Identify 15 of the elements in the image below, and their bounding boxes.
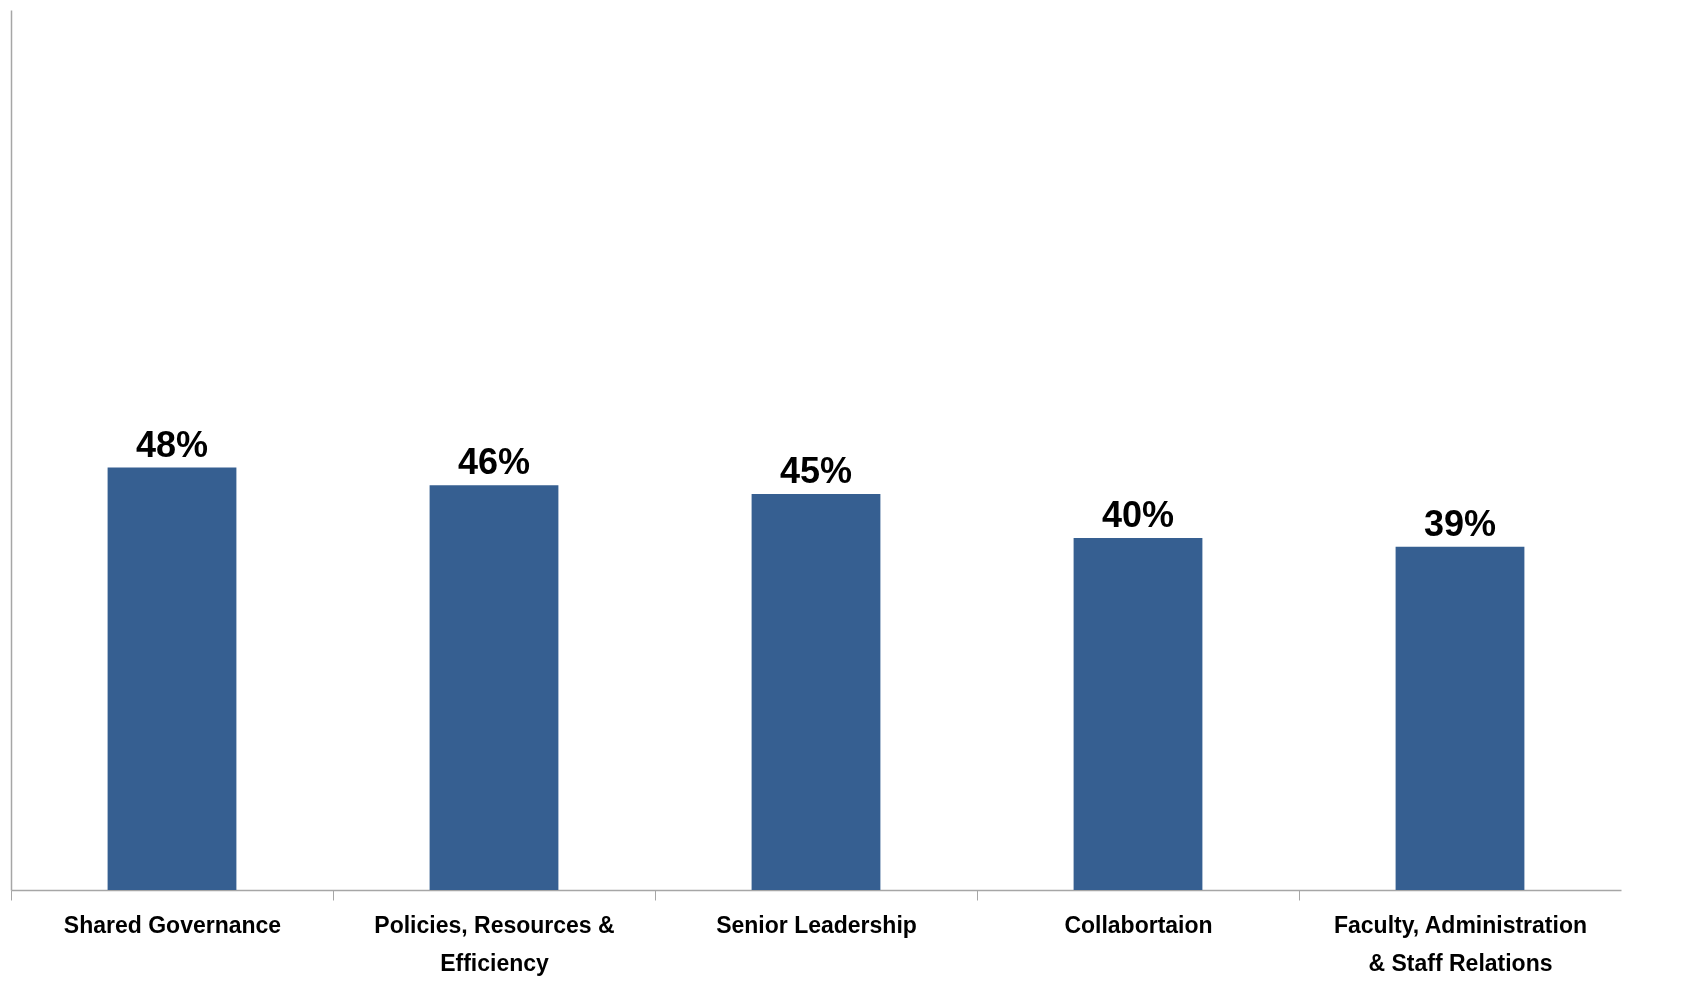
- data-label: 48%: [135, 423, 209, 465]
- data-label: 46%: [457, 441, 531, 483]
- x-tick-label: Shared Governance: [63, 911, 282, 938]
- data-label: 45%: [779, 450, 853, 491]
- x-tick-label: Policies, Resources & Efficiency: [374, 911, 615, 976]
- bar: [429, 485, 559, 890]
- bar: [751, 494, 881, 890]
- data-label: 40%: [1101, 494, 1175, 535]
- data-label: 39%: [1423, 502, 1497, 544]
- bar: [1395, 546, 1525, 890]
- x-tick-label: Faculty, Administration & Staff Relations: [1333, 911, 1588, 976]
- x-tick-label: Collabortaion: [1064, 911, 1213, 938]
- bar: [1073, 538, 1203, 890]
- x-tick-label: Senior Leadership: [716, 911, 917, 938]
- bar: [107, 467, 237, 890]
